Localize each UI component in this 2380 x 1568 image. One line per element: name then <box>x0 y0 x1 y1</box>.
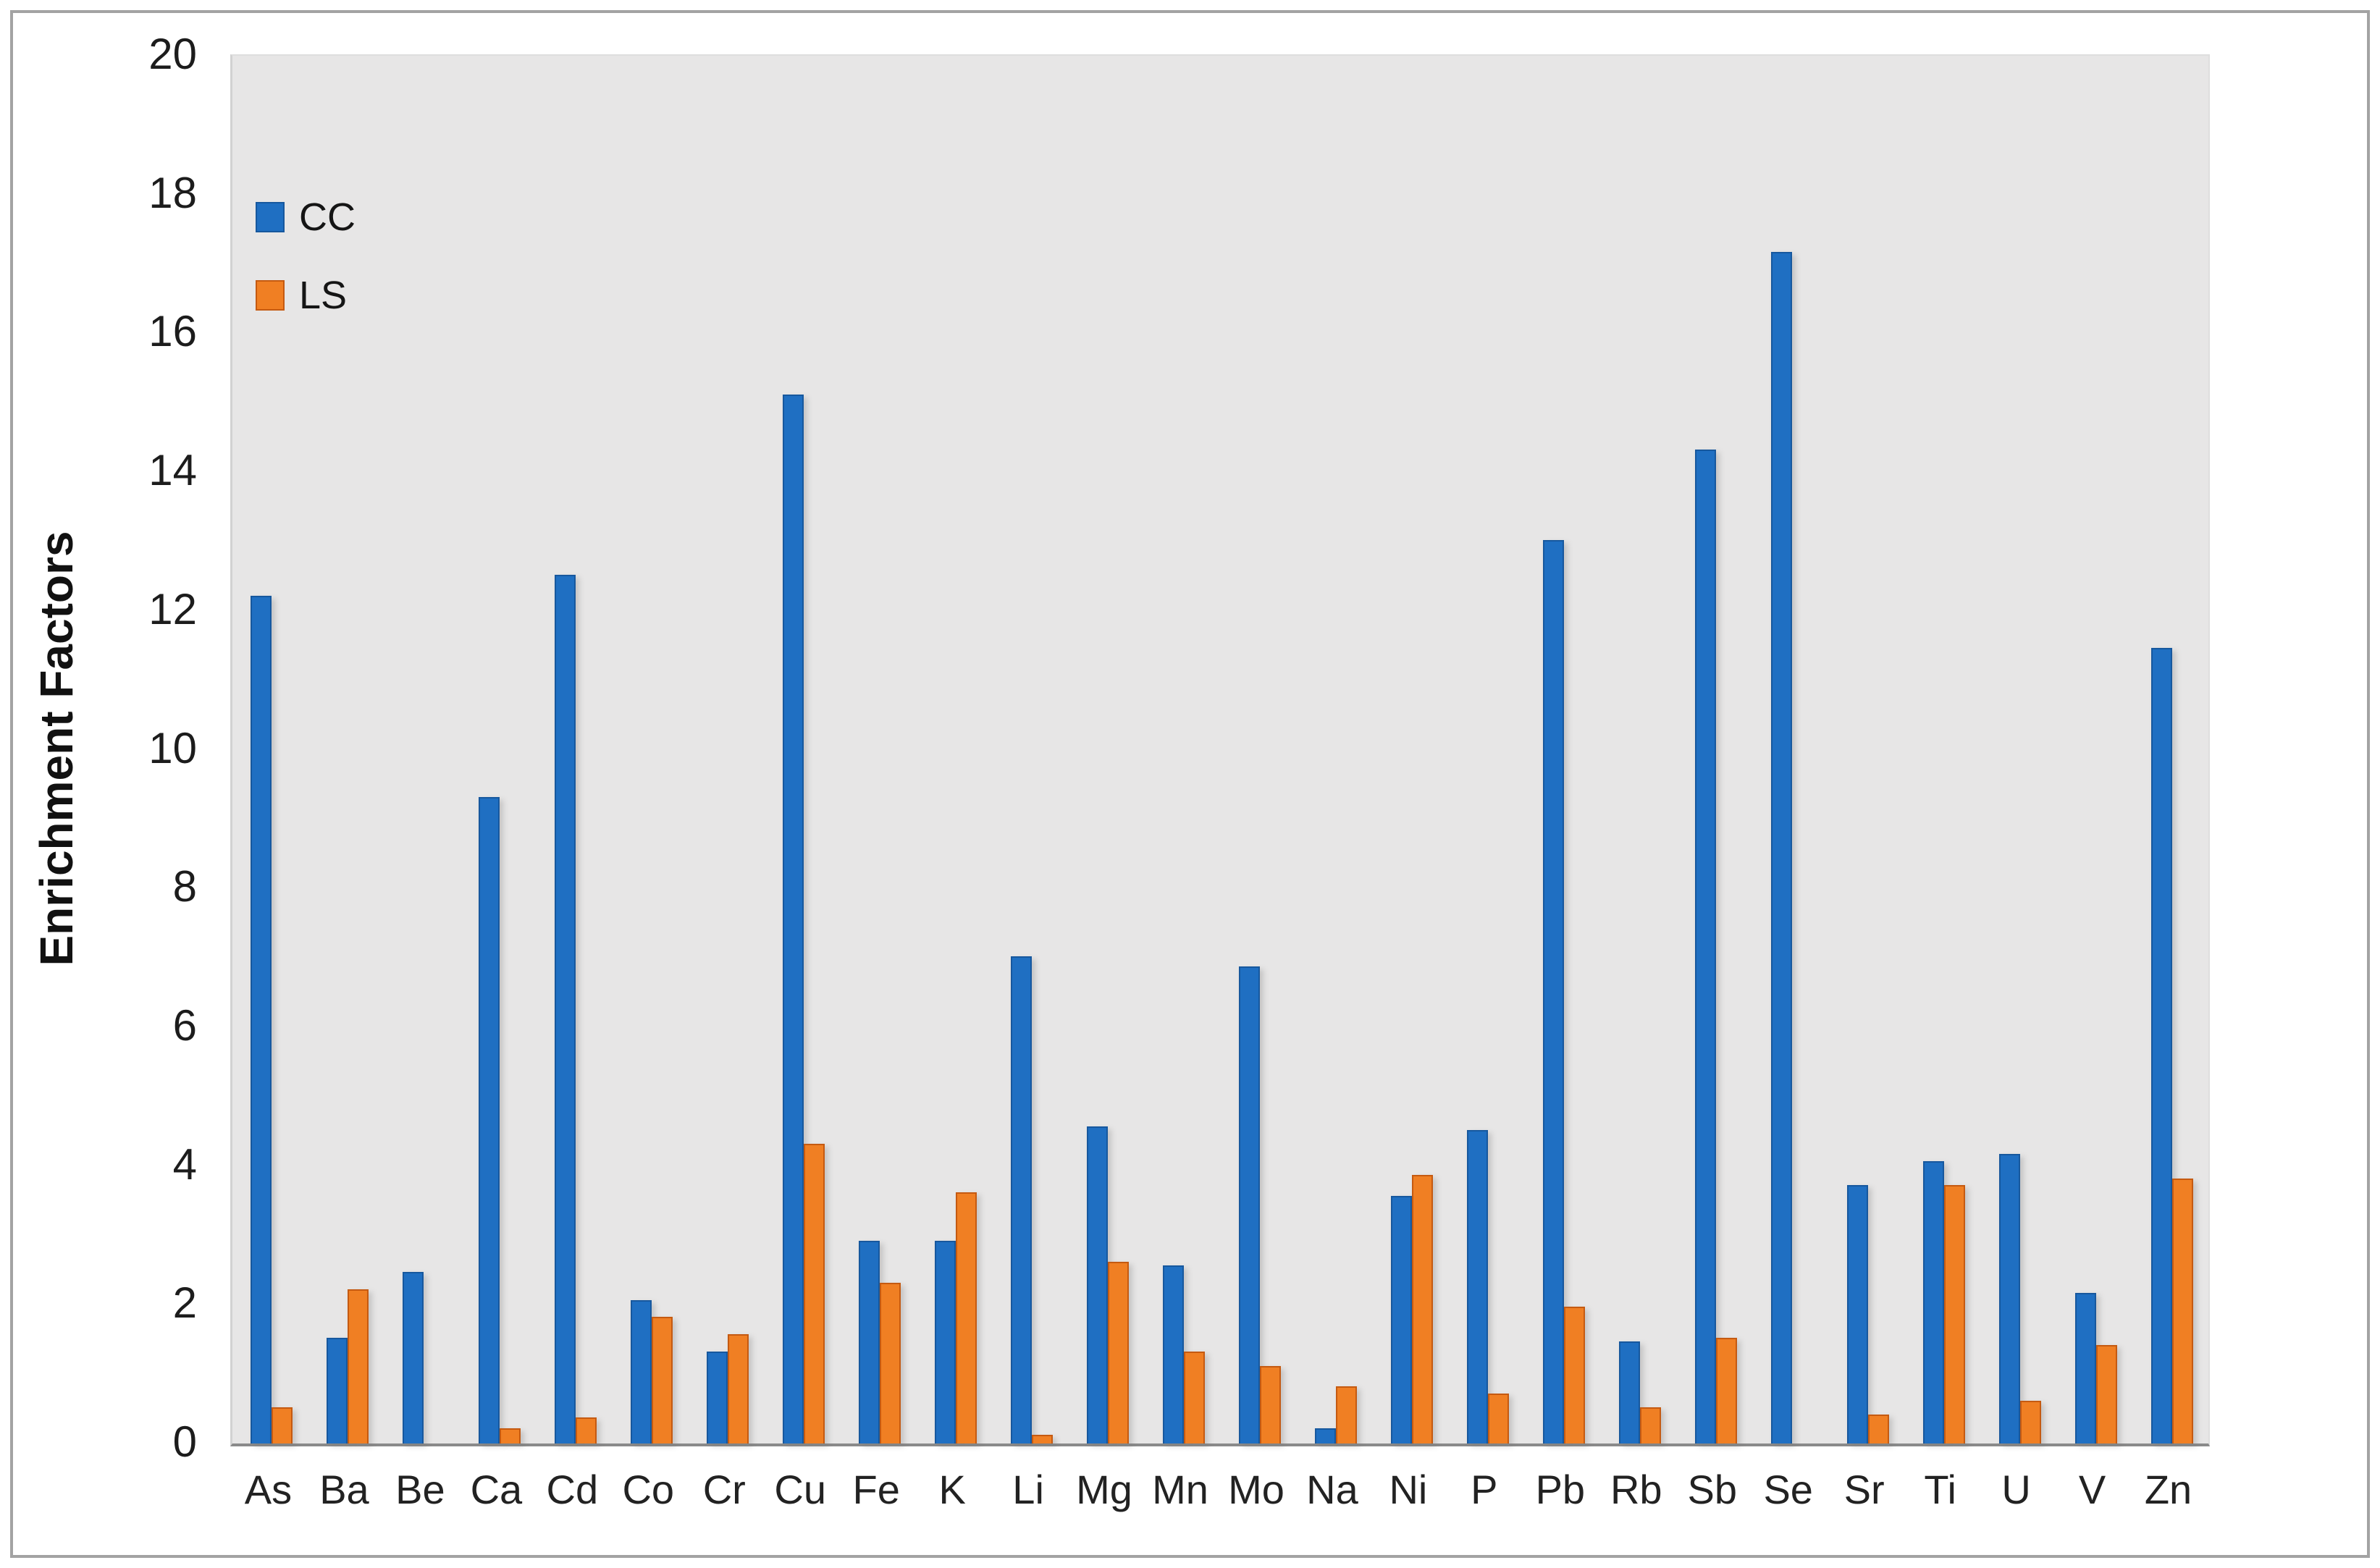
x-category-label-mg: Mg <box>1076 1467 1132 1512</box>
legend-swatch-cc <box>256 202 285 232</box>
bar-ls-cd <box>576 1417 597 1443</box>
legend-swatch-ls <box>256 280 285 311</box>
y-tick-label-8: 8 <box>172 862 197 911</box>
x-category-label-ni: Ni <box>1389 1467 1428 1512</box>
chart-legend: CC LS <box>256 195 356 318</box>
bar-cc-cu <box>783 394 804 1443</box>
bar-ls-pb <box>1563 1307 1585 1443</box>
bar-cc-cr <box>707 1352 728 1443</box>
x-category-label-se: Se <box>1763 1467 1813 1512</box>
bar-ls-p <box>1487 1393 1509 1443</box>
bar-cc-cd <box>555 574 576 1443</box>
bar-ls-cr <box>728 1334 749 1443</box>
bar-cc-be <box>403 1272 424 1443</box>
bar-ls-ba <box>348 1289 369 1443</box>
x-category-label-na: Na <box>1306 1467 1358 1512</box>
bar-cc-mn <box>1163 1265 1185 1443</box>
bar-ls-u <box>2019 1400 2041 1443</box>
bar-cc-ni <box>1390 1195 1412 1443</box>
plot-area: CC LS <box>230 54 2210 1446</box>
bar-cc-li <box>1011 956 1033 1443</box>
bar-cc-mg <box>1087 1126 1109 1443</box>
bar-cc-sr <box>1846 1185 1868 1443</box>
x-category-label-mo: Mo <box>1228 1467 1284 1512</box>
x-category-label-ti: Ti <box>1924 1467 1956 1512</box>
x-category-label-zn: Zn <box>2144 1467 2192 1512</box>
legend-label-ls: LS <box>299 274 348 317</box>
bar-cc-rb <box>1618 1341 1640 1443</box>
legend-label-cc: CC <box>299 195 356 239</box>
y-tick-label-16: 16 <box>148 307 197 356</box>
x-category-label-fe: Fe <box>852 1467 900 1512</box>
x-category-label-p: P <box>1471 1467 1498 1512</box>
bar-ls-ni <box>1411 1174 1433 1443</box>
bar-ls-mo <box>1259 1365 1281 1443</box>
bar-cc-p <box>1466 1129 1488 1443</box>
y-tick-label-4: 4 <box>172 1139 197 1189</box>
bar-ls-ti <box>1943 1185 1965 1443</box>
x-category-label-sr: Sr <box>1843 1467 1885 1512</box>
bar-cc-ca <box>479 796 500 1443</box>
y-tick-label-18: 18 <box>148 168 197 217</box>
x-category-label-cr: Cr <box>702 1467 746 1512</box>
bar-ls-fe <box>880 1282 901 1443</box>
bar-ls-mg <box>1108 1261 1130 1443</box>
x-category-label-mn: Mn <box>1152 1467 1208 1512</box>
bar-cc-pb <box>1542 539 1564 1443</box>
x-category-label-k: K <box>938 1467 966 1512</box>
y-tick-label-20: 20 <box>148 30 197 78</box>
y-tick-label-0: 0 <box>172 1417 197 1466</box>
x-category-label-rb: Rb <box>1610 1467 1662 1512</box>
y-tick-label-10: 10 <box>148 723 197 772</box>
x-category-label-ca: Ca <box>470 1467 523 1512</box>
bar-ls-as <box>272 1407 293 1443</box>
y-tick-label-6: 6 <box>172 1000 197 1050</box>
legend-item-cc: CC <box>256 195 356 240</box>
x-category-label-ba: Ba <box>319 1467 369 1512</box>
bar-ls-na <box>1335 1386 1357 1443</box>
bar-ls-sb <box>1715 1338 1737 1443</box>
bar-ls-zn <box>2171 1178 2193 1443</box>
bar-cc-co <box>631 1299 652 1443</box>
bar-ls-v <box>2095 1344 2117 1443</box>
bar-cc-sb <box>1694 450 1716 1443</box>
x-category-label-sb: Sb <box>1687 1467 1738 1512</box>
bar-ls-k <box>956 1192 977 1443</box>
bar-ls-sr <box>1867 1414 1889 1443</box>
bar-ls-li <box>1032 1435 1054 1443</box>
bar-cc-u <box>1998 1154 2020 1443</box>
x-category-label-v: V <box>2078 1467 2106 1512</box>
x-category-label-as: As <box>244 1467 293 1512</box>
bar-cc-zn <box>2150 647 2172 1443</box>
y-tick-label-12: 12 <box>148 584 197 633</box>
x-category-label-cd: Cd <box>546 1467 599 1512</box>
bar-cc-ti <box>1922 1160 1944 1443</box>
bar-cc-mo <box>1238 966 1260 1443</box>
legend-item-ls: LS <box>256 273 356 318</box>
bar-ls-ca <box>500 1428 521 1443</box>
y-tick-label-2: 2 <box>172 1278 197 1328</box>
bar-ls-rb <box>1639 1407 1661 1443</box>
bar-cc-fe <box>859 1241 880 1443</box>
x-category-label-be: Be <box>395 1467 445 1512</box>
bar-cc-as <box>251 595 272 1443</box>
x-category-label-pb: Pb <box>1535 1467 1586 1512</box>
bar-cc-na <box>1314 1428 1336 1443</box>
bar-ls-co <box>652 1317 673 1443</box>
bar-cc-se <box>1770 252 1792 1443</box>
bar-ls-cu <box>804 1143 825 1443</box>
x-category-label-u: U <box>2001 1467 2031 1512</box>
x-category-label-co: Co <box>622 1467 675 1512</box>
y-tick-label-14: 14 <box>148 446 197 495</box>
bar-cc-k <box>935 1241 956 1443</box>
bar-ls-mn <box>1184 1352 1206 1443</box>
bar-cc-v <box>2074 1292 2096 1443</box>
bar-cc-ba <box>327 1338 348 1443</box>
x-category-label-li: Li <box>1012 1467 1044 1512</box>
x-category-label-cu: Cu <box>774 1467 826 1512</box>
